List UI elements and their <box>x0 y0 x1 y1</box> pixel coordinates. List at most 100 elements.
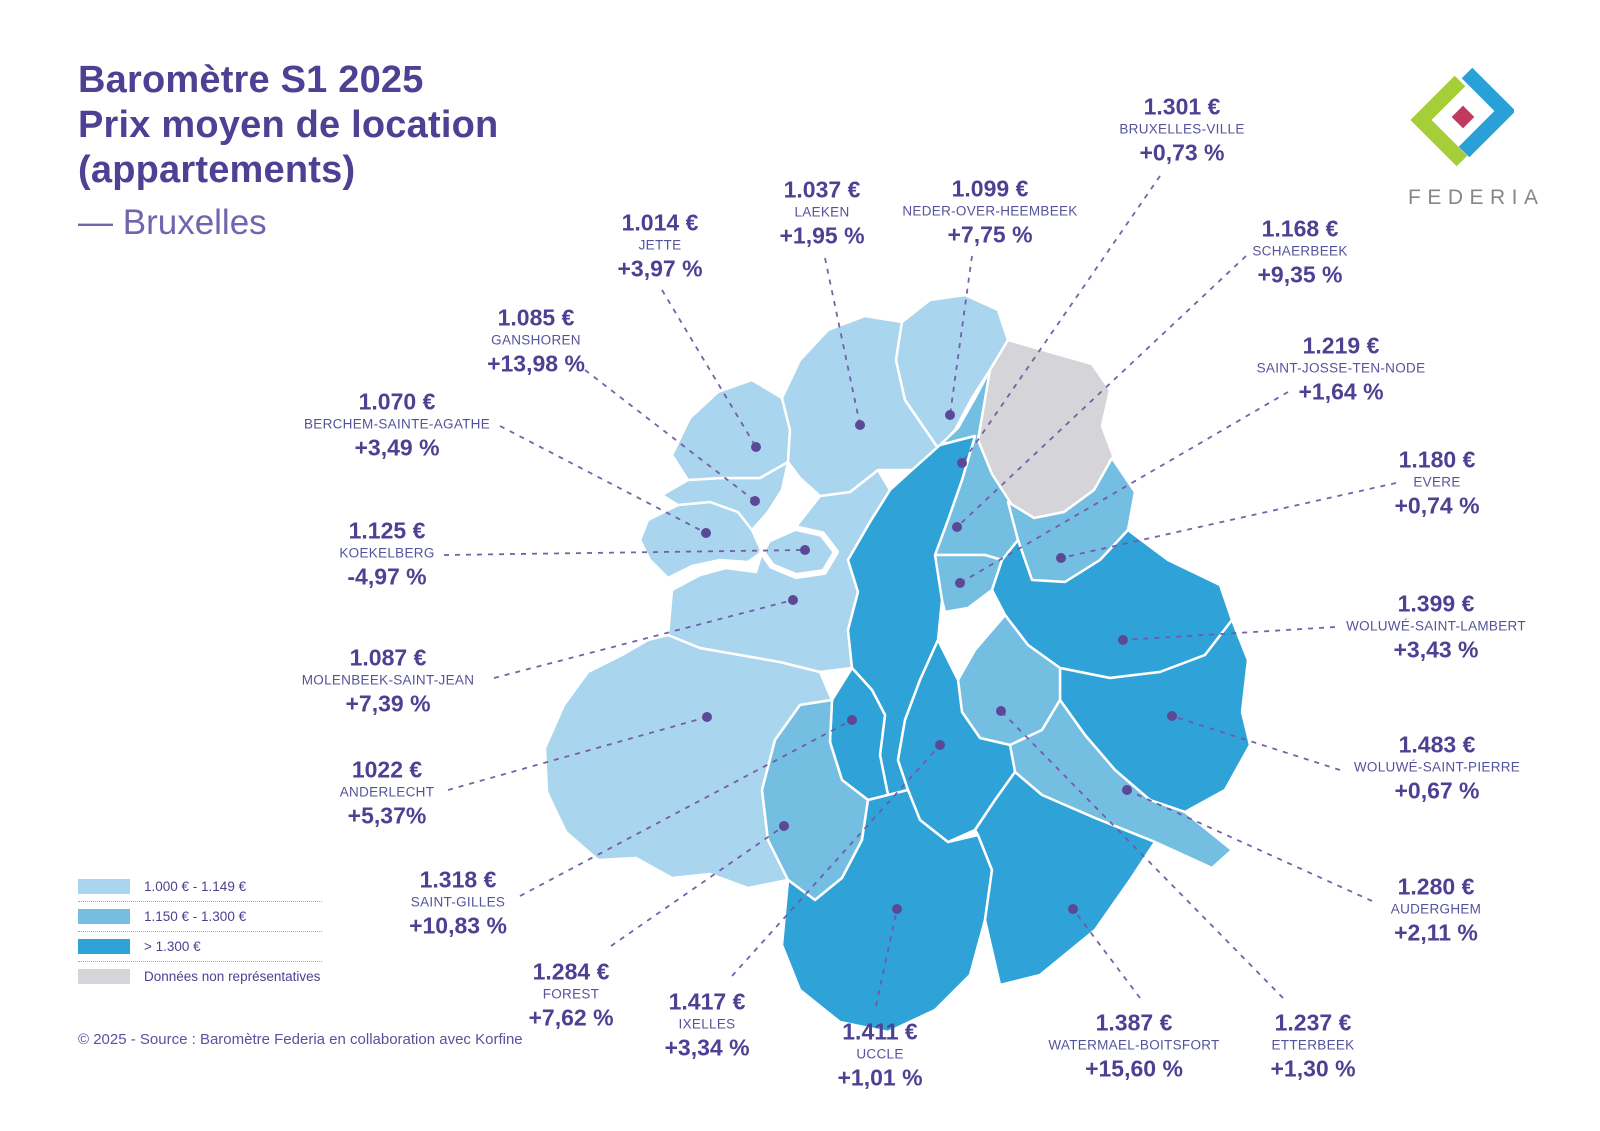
commune-pct-molenbeek-saint-jean: +7,39 % <box>345 690 431 717</box>
commune-label-koekelberg: 1.125 € KOEKELBERG -4,97 % <box>339 519 434 590</box>
connector-line-saint-gilles <box>519 719 853 897</box>
connector-line-ganshoren <box>584 369 756 502</box>
commune-price-auderghem: 1.280 € <box>1397 873 1475 900</box>
commune-price-saint-gilles: 1.318 € <box>419 866 497 893</box>
connector-line-etterbeek <box>1000 710 1284 999</box>
commune-price-molenbeek-saint-jean: 1.087 € <box>349 644 427 671</box>
commune-pct-saint-gilles: +10,83 % <box>409 912 507 939</box>
commune-dot-uccle <box>892 904 902 914</box>
commune-label-neder-over-heembeek: 1.099 € NEDER-OVER-HEEMBEEK +7,75 % <box>902 177 1077 248</box>
commune-price-laeken: 1.037 € <box>783 176 861 203</box>
source-credit: © 2025 - Source : Baromètre Federia en c… <box>78 1031 523 1048</box>
legend-label-na: Données non représentatives <box>144 969 321 984</box>
commune-dot-watermael-boitsfort <box>1068 904 1078 914</box>
commune-dot-forest <box>779 821 789 831</box>
commune-dot-bruxelles-ville <box>957 458 967 468</box>
connector-line-bruxelles-ville <box>961 175 1161 464</box>
commune-dot-evere <box>1056 553 1066 563</box>
commune-label-jette: 1.014 € JETTE +3,97 % <box>617 211 702 282</box>
commune-cname-watermael-boitsfort: WATERMAEL-BOITSFORT <box>1048 1037 1220 1053</box>
commune-pct-anderlecht: +5,37% <box>347 802 427 829</box>
commune-price-neder-over-heembeek: 1.099 € <box>951 175 1029 202</box>
commune-price-jette: 1.014 € <box>621 209 699 236</box>
commune-label-berchem-sainte-agathe: 1.070 € BERCHEM-SAINTE-AGATHE +3,49 % <box>304 390 490 461</box>
commune-cname-ganshoren: GANSHOREN <box>491 332 581 348</box>
commune-dot-woluwe-saint-lambert <box>1118 635 1128 645</box>
legend-label-dark: > 1.300 € <box>144 939 201 954</box>
commune-pct-ganshoren: +13,98 % <box>487 350 585 377</box>
title-line-3: (appartements) <box>78 149 356 191</box>
commune-dot-ganshoren <box>750 496 760 506</box>
connector-line-schaerbeek <box>956 255 1247 528</box>
commune-cname-berchem-sainte-agathe: BERCHEM-SAINTE-AGATHE <box>303 416 491 432</box>
connector-line-watermael-boitsfort <box>1072 908 1141 999</box>
commune-cname-neder-over-heembeek: NEDER-OVER-HEEMBEEK <box>902 203 1078 219</box>
commune-cname-jette: JETTE <box>638 237 682 253</box>
commune-dot-etterbeek <box>996 706 1006 716</box>
federia-logo-text: FEDERIA <box>1408 186 1545 209</box>
commune-label-uccle: 1.411 € UCCLE +1,01 % <box>837 1020 922 1091</box>
connector-line-saint-josse-ten-node <box>959 391 1289 584</box>
commune-price-woluwe-saint-lambert: 1.399 € <box>1397 590 1475 617</box>
connector-line-woluwe-saint-pierre <box>1171 715 1341 771</box>
commune-price-etterbeek: 1.237 € <box>1274 1009 1352 1036</box>
commune-pct-woluwe-saint-pierre: +0,67 % <box>1394 777 1480 804</box>
commune-pct-neder-over-heembeek: +7,75 % <box>947 221 1033 248</box>
commune-label-ixelles: 1.417 € IXELLES +3,34 % <box>664 990 749 1061</box>
commune-pct-forest: +7,62 % <box>528 1004 614 1031</box>
commune-cname-koekelberg: KOEKELBERG <box>339 545 435 561</box>
commune-dot-berchem-sainte-agathe <box>701 528 711 538</box>
commune-pct-woluwe-saint-lambert: +3,43 % <box>1393 636 1479 663</box>
commune-label-woluwe-saint-pierre: 1.483 € WOLUWÉ-SAINT-PIERRE +0,67 % <box>1354 733 1520 804</box>
legend-label-light: 1.000 € - 1.149 € <box>144 879 247 894</box>
commune-dot-laeken <box>855 420 865 430</box>
connector-line-forest <box>610 825 785 947</box>
commune-label-ganshoren: 1.085 € GANSHOREN +13,98 % <box>487 306 585 377</box>
commune-pct-watermael-boitsfort: +15,60 % <box>1085 1055 1183 1082</box>
commune-pct-uccle: +1,01 % <box>837 1064 923 1091</box>
commune-label-saint-gilles: 1.318 € SAINT-GILLES +10,83 % <box>409 868 507 939</box>
federia-logo: FEDERIA <box>1402 64 1545 210</box>
connector-line-molenbeek-saint-jean <box>493 599 794 679</box>
legend-label-medium: 1.150 € - 1.300 € <box>144 909 247 924</box>
legend-swatch-dark <box>78 939 130 954</box>
commune-label-schaerbeek: 1.168 € SCHAERBEEK +9,35 % <box>1252 217 1347 288</box>
commune-price-berchem-sainte-agathe: 1.070 € <box>358 388 436 415</box>
commune-price-schaerbeek: 1.168 € <box>1261 215 1339 242</box>
commune-label-evere: 1.180 € EVERE +0,74 % <box>1394 448 1479 519</box>
connector-line-jette <box>661 289 757 448</box>
commune-dot-jette <box>751 442 761 452</box>
commune-shape-koekelberg <box>759 525 839 579</box>
commune-dot-saint-gilles <box>847 715 857 725</box>
commune-pct-bruxelles-ville: +0,73 % <box>1139 139 1225 166</box>
legend-row-dark: > 1.300 € <box>78 931 322 961</box>
commune-label-etterbeek: 1.237 € ETTERBEEK +1,30 % <box>1270 1011 1355 1082</box>
commune-pct-koekelberg: -4,97 % <box>347 563 427 590</box>
commune-label-watermael-boitsfort: 1.387 € WATERMAEL-BOITSFORT +15,60 % <box>1048 1011 1219 1082</box>
commune-label-saint-josse-ten-node: 1.219 € SAINT-JOSSE-TEN-NODE +1,64 % <box>1257 334 1426 405</box>
commune-dot-koekelberg <box>800 545 810 555</box>
commune-shape-jette <box>670 378 792 482</box>
commune-dot-woluwe-saint-pierre <box>1167 711 1177 721</box>
connector-line-koekelberg <box>443 549 806 556</box>
commune-pct-berchem-sainte-agathe: +3,49 % <box>354 434 440 461</box>
commune-cname-auderghem: AUDERGHEM <box>1390 901 1482 917</box>
commune-dot-anderlecht <box>702 712 712 722</box>
commune-shape-watermael-boitsfort <box>973 770 1157 987</box>
commune-pct-laeken: +1,95 % <box>779 222 865 249</box>
legend-swatch-medium <box>78 909 130 924</box>
commune-cname-bruxelles-ville: BRUXELLES-VILLE <box>1119 121 1245 137</box>
legend-swatch-na <box>78 969 130 984</box>
connector-line-evere <box>1060 482 1397 559</box>
commune-label-anderlecht: 1022 € ANDERLECHT +5,37% <box>340 758 435 829</box>
commune-cname-woluwe-saint-lambert: WOLUWÉ-SAINT-LAMBERT <box>1346 618 1526 634</box>
commune-price-bruxelles-ville: 1.301 € <box>1143 93 1221 120</box>
commune-label-bruxelles-ville: 1.301 € BRUXELLES-VILLE +0,73 % <box>1119 95 1244 166</box>
commune-pct-ixelles: +3,34 % <box>664 1034 750 1061</box>
commune-dot-neder-over-heembeek <box>945 410 955 420</box>
commune-shape-uccle <box>780 788 994 1034</box>
commune-price-uccle: 1.411 € <box>842 1018 918 1045</box>
commune-cname-ixelles: IXELLES <box>678 1016 736 1032</box>
commune-cname-forest: FOREST <box>542 986 600 1002</box>
legend: 1.000 € - 1.149 € 1.150 € - 1.300 € > 1.… <box>78 872 322 991</box>
